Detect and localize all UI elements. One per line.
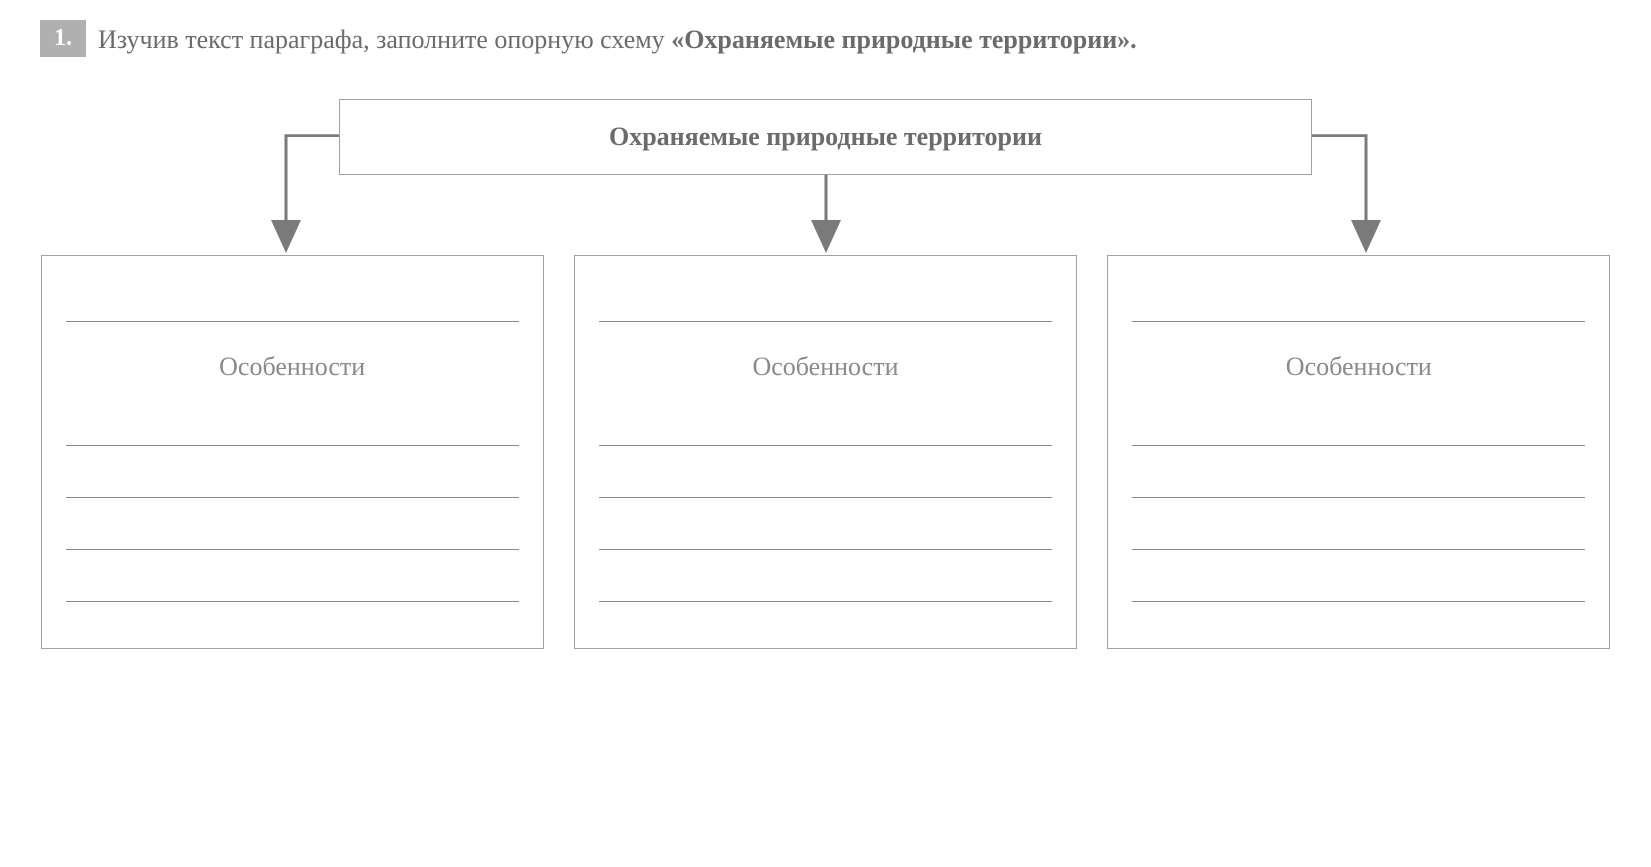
column-1-line-2[interactable] [66,462,519,498]
column-3-line-3[interactable] [1132,514,1585,550]
diagram-title: Охраняемые природные территории [380,122,1271,152]
column-3-line-4[interactable] [1132,566,1585,602]
diagram-columns: Особенности Особенности Особенности [41,255,1611,649]
column-2-line-1[interactable] [599,410,1052,446]
task-header: 1. Изучив текст параграфа, заполните опо… [40,20,1611,59]
diagram-container: Охраняемые природные территории Особенно… [41,99,1611,649]
column-3-features-label: Особенности [1132,352,1585,382]
column-3-line-1[interactable] [1132,410,1585,446]
diagram-column-1: Особенности [41,255,544,649]
column-2-line-4[interactable] [599,566,1052,602]
task-number-badge: 1. [40,20,86,57]
column-1-features-label: Особенности [66,352,519,382]
task-text-bold: «Охраняемые природные территории». [671,25,1137,54]
column-1-line-1[interactable] [66,410,519,446]
column-1-line-4[interactable] [66,566,519,602]
column-1-title-input[interactable] [66,286,519,322]
diagram-title-box: Охраняемые природные территории [339,99,1312,175]
task-text-prefix: Изучив текст параграфа, заполните опорну… [98,25,671,54]
column-2-features-label: Особенности [599,352,1052,382]
column-3-line-2[interactable] [1132,462,1585,498]
column-1-line-3[interactable] [66,514,519,550]
task-instruction: Изучив текст параграфа, заполните опорну… [98,20,1137,59]
diagram-column-3: Особенности [1107,255,1610,649]
column-2-title-input[interactable] [599,286,1052,322]
diagram-column-2: Особенности [574,255,1077,649]
column-2-line-2[interactable] [599,462,1052,498]
column-2-line-3[interactable] [599,514,1052,550]
column-3-title-input[interactable] [1132,286,1585,322]
